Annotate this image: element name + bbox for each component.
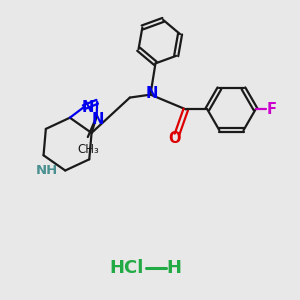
Text: N: N <box>82 100 94 115</box>
Text: CH₃: CH₃ <box>77 143 99 156</box>
Text: H: H <box>166 259 181 277</box>
Text: N: N <box>92 112 104 127</box>
Text: NH: NH <box>36 164 58 177</box>
Text: HCl: HCl <box>109 259 144 277</box>
Text: N: N <box>146 86 158 101</box>
Text: F: F <box>267 102 277 117</box>
Text: O: O <box>168 131 180 146</box>
